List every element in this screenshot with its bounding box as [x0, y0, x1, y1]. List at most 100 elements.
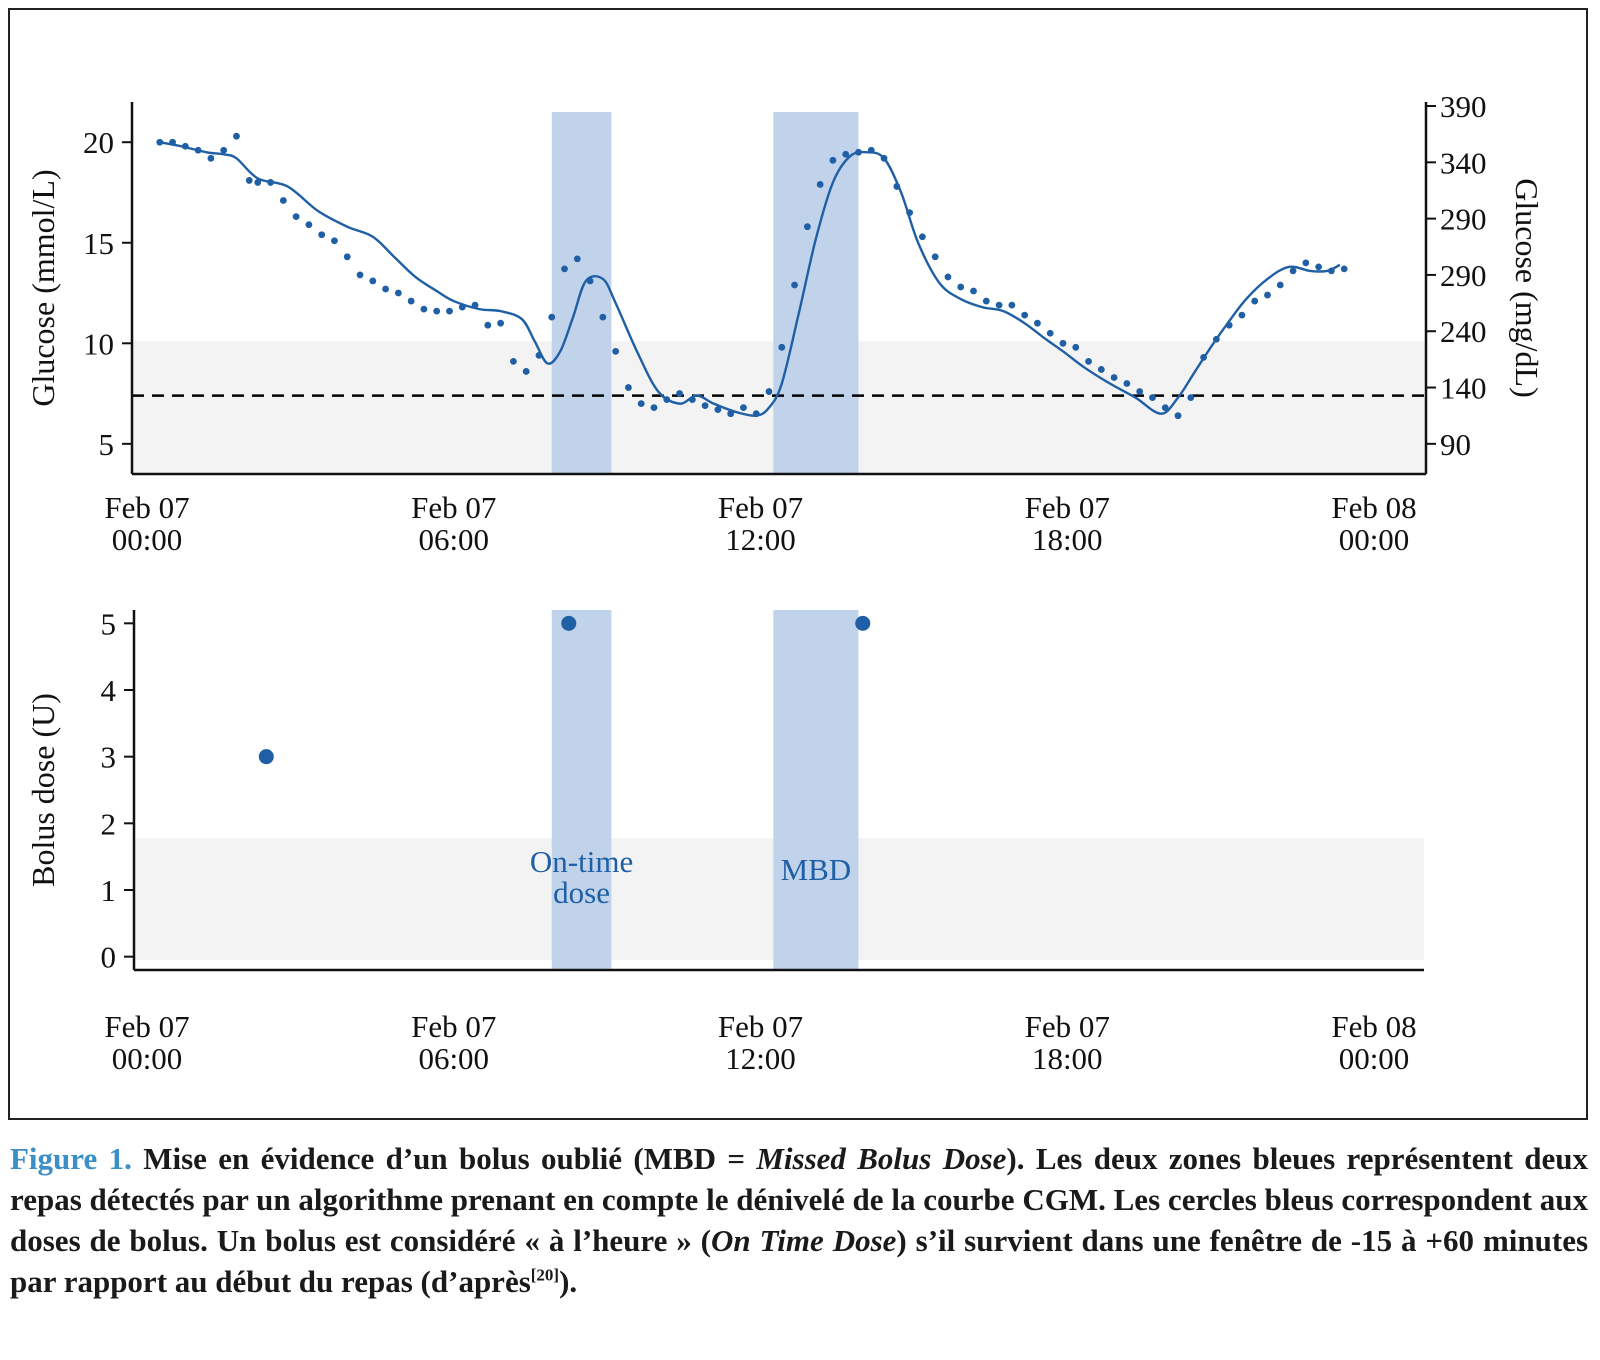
glucose-point — [1225, 321, 1233, 329]
glucose-point — [1097, 366, 1105, 373]
glucose-point — [791, 281, 798, 289]
glucose-point — [318, 231, 326, 239]
glucose-point — [369, 277, 377, 285]
meal-window-label: MBD — [781, 852, 852, 887]
glucose-point — [663, 396, 671, 403]
glucose-point — [918, 233, 926, 241]
glucose-point — [561, 265, 568, 273]
glucose-y2tick-label: 390 — [1440, 89, 1487, 124]
glucose-point — [803, 223, 811, 231]
glucose-point — [650, 404, 658, 412]
glucose-point — [156, 138, 164, 146]
glucose-point — [548, 313, 556, 321]
bolus-ytick-label: 2 — [101, 806, 117, 841]
bolus-ytick-label: 5 — [101, 606, 117, 641]
glucose-point — [471, 301, 479, 309]
glucose-point — [1340, 265, 1348, 273]
glucose-point — [842, 150, 850, 158]
glucose-ylabel: Glucose (mmol/L) — [25, 169, 61, 406]
glucose-point — [1072, 343, 1080, 351]
glucose-point — [1276, 281, 1284, 289]
meal-window-label: On-time — [530, 844, 633, 879]
glucose-point — [1123, 380, 1131, 387]
glucose-point — [497, 319, 505, 327]
glucose-point — [305, 221, 313, 229]
glucose-point — [714, 406, 722, 414]
bolus-xtick-label-date: Feb 07 — [104, 1009, 189, 1044]
bolus-point — [561, 615, 577, 631]
glucose-point — [688, 396, 696, 403]
glucose-point — [727, 410, 735, 418]
bolus-point — [258, 749, 274, 765]
glucose-point — [382, 285, 389, 293]
glucose-point — [829, 156, 837, 164]
glucose-point — [233, 132, 240, 140]
glucose-point — [254, 179, 262, 186]
glucose-point — [407, 297, 415, 305]
glucose-point — [1212, 335, 1220, 343]
glucose-point — [586, 277, 594, 285]
bolus-ytick-label: 0 — [101, 940, 117, 975]
meal-window-label: dose — [553, 875, 610, 910]
glucose-xtick-label-date: Feb 07 — [411, 490, 496, 525]
glucose-xtick-label-time: 00:00 — [1339, 522, 1410, 557]
glucose-point — [522, 368, 530, 375]
glucose-ytick-label: 5 — [99, 427, 115, 462]
glucose-point — [220, 146, 228, 154]
glucose-y2tick-label: 290 — [1440, 202, 1487, 237]
glucose-point — [245, 177, 253, 184]
glucose-point — [906, 209, 914, 216]
figure-caption: Figure 1. Mise en évidence d’un bolus ou… — [10, 1138, 1588, 1302]
glucose-xtick-label-time: 18:00 — [1032, 522, 1103, 557]
bolus-ytick-label: 3 — [101, 740, 117, 775]
glucose-point — [1136, 388, 1144, 395]
glucose-ytick-label: 15 — [83, 226, 114, 261]
glucose-point — [292, 213, 300, 221]
glucose-point — [931, 253, 939, 261]
glucose-point — [267, 179, 274, 186]
bolus-xtick-label-time: 18:00 — [1032, 1041, 1103, 1076]
glucose-point — [484, 321, 492, 329]
caption-text-3: ) s’il survient dans une fenêtre de -15 … — [10, 1223, 1589, 1299]
glucose-xtick-label-time: 06:00 — [418, 522, 489, 557]
glucose-point — [279, 197, 287, 204]
bolus-xtick-label-time: 00:00 — [112, 1041, 183, 1076]
glucose-point — [676, 390, 683, 397]
glucose-point — [778, 343, 786, 351]
glucose-point — [612, 347, 620, 355]
glucose-y2tick-label: 290 — [1440, 258, 1487, 293]
bolus-ytick-label: 4 — [101, 673, 117, 708]
bolus-xtick-label-time: 12:00 — [725, 1041, 796, 1076]
glucose-point — [740, 404, 747, 412]
glucose-point — [637, 400, 645, 408]
bolus-xtick-label-time: 06:00 — [418, 1041, 489, 1076]
glucose-point — [599, 313, 607, 321]
glucose-xtick-label-date: Feb 07 — [104, 490, 189, 525]
glucose-point — [343, 253, 351, 261]
glucose-point — [1238, 311, 1246, 319]
glucose-point — [331, 237, 338, 245]
glucose-point — [181, 142, 189, 150]
glucose-point — [1085, 357, 1092, 365]
glucose-point — [1327, 267, 1335, 275]
glucose-xtick-label-date: Feb 07 — [1025, 490, 1110, 525]
glucose-point — [1264, 291, 1271, 299]
glucose-point — [1315, 263, 1323, 271]
glucose-point — [855, 148, 862, 156]
glucose-point — [752, 410, 760, 418]
glucose-point — [957, 283, 965, 291]
glucose-xtick-label-time: 12:00 — [725, 522, 796, 557]
caption-text-4: ). — [559, 1264, 578, 1299]
glucose-point — [995, 301, 1003, 309]
glucose-point — [1046, 329, 1054, 337]
glucose-point — [169, 138, 176, 146]
glucose-y2tick-label: 240 — [1440, 314, 1487, 349]
glucose-point — [1251, 297, 1259, 305]
glucose-point — [356, 271, 364, 279]
figure-frame: 5 10 15 20 90 140 240 290 290 340 390 Glucose (mmol… — [8, 8, 1588, 1120]
bolus-ylabel: Bolus dose (U) — [25, 693, 61, 887]
glucose-point — [207, 154, 215, 162]
glucose-panel: 5 10 15 20 90 140 240 290 290 340 390 Glucose (mmol… — [25, 89, 1545, 557]
glucose-point — [535, 351, 543, 359]
